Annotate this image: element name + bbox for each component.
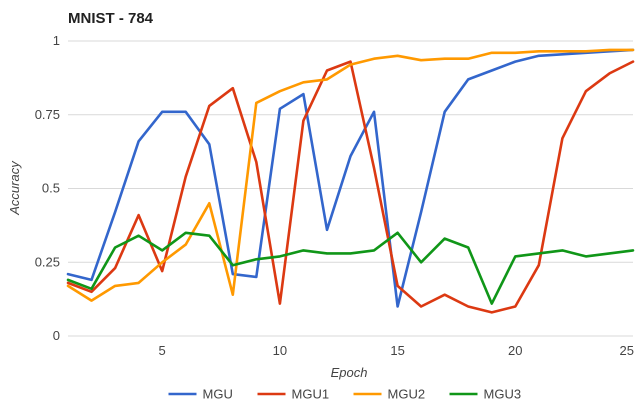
series-line-mgu — [66, 48, 635, 308]
series-lines — [66, 48, 635, 314]
legend-item-mgu1: MGU1 — [257, 387, 330, 402]
grid-lines — [68, 40, 633, 337]
legend-item-mgu: MGU — [168, 387, 233, 402]
x-axis-title: Epoch — [331, 365, 368, 380]
y-tick-label: 0.25 — [35, 254, 60, 269]
x-axis-tick-labels: 5 10 15 20 25 — [159, 343, 634, 358]
legend-label: MGU2 — [388, 387, 426, 402]
y-tick-label: 0.5 — [42, 181, 60, 196]
y-tick-label: 0 — [53, 328, 60, 343]
legend-item-mgu3: MGU3 — [449, 387, 522, 402]
x-tick-label: 25 — [620, 343, 634, 358]
legend-label: MGU1 — [292, 387, 330, 402]
x-tick-label: 15 — [390, 343, 404, 358]
legend-item-mgu2: MGU2 — [353, 387, 426, 402]
legend-label: MGU — [203, 387, 233, 402]
x-tick-label: 10 — [273, 343, 287, 358]
x-tick-label: 20 — [508, 343, 522, 358]
y-axis-title: Accuracy — [7, 160, 22, 216]
legend-label: MGU3 — [484, 387, 522, 402]
chart-title: MNIST - 784 — [68, 10, 154, 27]
series-line-mgu2 — [66, 48, 635, 302]
series-line-mgu1 — [66, 60, 635, 314]
legend: MGU MGU1 MGU2 MGU3 — [168, 387, 522, 402]
y-tick-label: 0.75 — [35, 107, 60, 122]
x-tick-label: 5 — [159, 343, 166, 358]
y-tick-label: 1 — [53, 33, 60, 48]
series-line-mgu3 — [66, 231, 635, 305]
y-axis-tick-labels: 0 0.25 0.5 0.75 1 — [35, 33, 60, 343]
